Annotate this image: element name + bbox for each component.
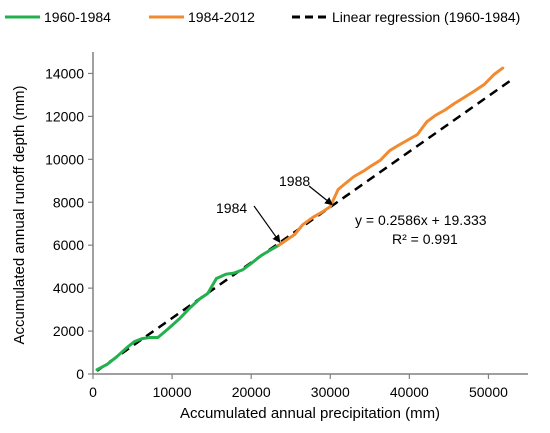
- y-tick-label: 12000: [45, 108, 84, 124]
- legend-label-1960-1984: 1960-1984: [44, 9, 111, 25]
- regression-equation: y = 0.2586x + 19.333: [355, 212, 487, 228]
- legend: 1960-1984 1984-2012 Linear regression (1…: [5, 9, 520, 25]
- legend-label-regression: Linear regression (1960-1984): [332, 9, 520, 25]
- x-tick-label: 30000: [311, 384, 350, 400]
- x-tick-label: 40000: [390, 384, 429, 400]
- annotation-1984: 1984: [216, 200, 247, 216]
- y-ticks: 0 2000 4000 6000 8000 10000 12000 14000: [45, 65, 93, 382]
- y-tick-label: 8000: [53, 194, 84, 210]
- x-axis-title: Accumulated annual precipitation (mm): [180, 405, 440, 422]
- y-tick-label: 4000: [53, 280, 84, 296]
- x-tick-label: 20000: [232, 384, 271, 400]
- series-1960-1984-line: [95, 243, 281, 372]
- axes: [92, 52, 528, 375]
- y-tick-label: 14000: [45, 65, 84, 81]
- y-tick-label: 6000: [53, 237, 84, 253]
- x-ticks: 0 10000 20000 30000 40000 50000: [89, 374, 508, 400]
- y-tick-label: 2000: [53, 323, 84, 339]
- y-tick-label: 10000: [45, 151, 84, 167]
- annotation-1988-arrow: [308, 185, 333, 206]
- legend-label-1984-2012: 1984-2012: [188, 9, 255, 25]
- annotations: 1984 1988 y = 0.2586x + 19.333 R² = 0.99…: [216, 173, 487, 247]
- y-tick-label: 0: [76, 366, 84, 382]
- y-axis-title: Accumulated annual runoff depth (mm): [11, 85, 28, 344]
- regression-line: [96, 78, 513, 372]
- plot-series: [95, 66, 513, 372]
- annotation-1984-arrow: [253, 205, 281, 244]
- x-tick-label: 10000: [153, 384, 192, 400]
- x-tick-label: 50000: [469, 384, 508, 400]
- annotation-1988: 1988: [279, 173, 310, 189]
- series-1984-2012-line: [277, 66, 505, 247]
- regression-r-squared: R² = 0.991: [392, 231, 458, 247]
- x-tick-label: 0: [89, 384, 97, 400]
